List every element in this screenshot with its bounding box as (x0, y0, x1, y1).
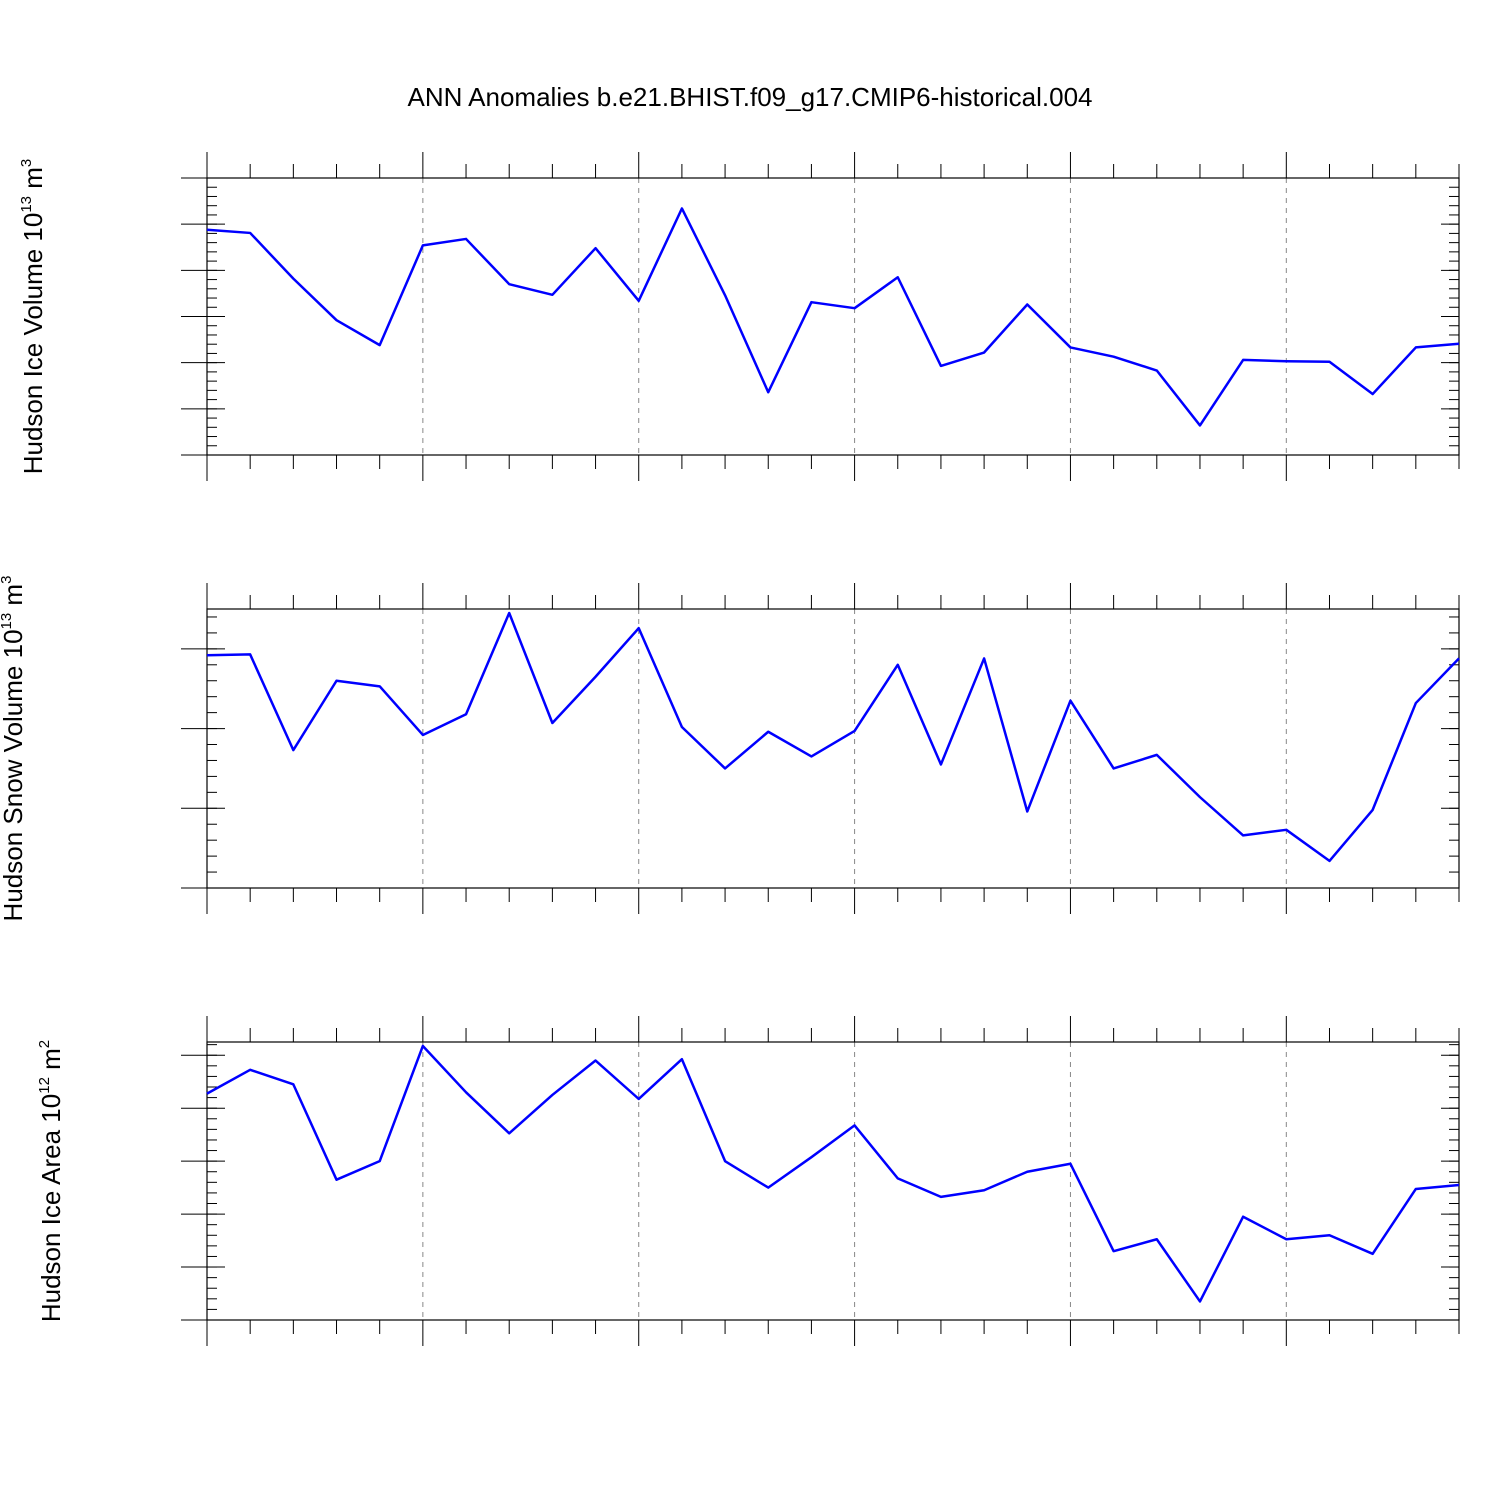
y-axis-label-part: Hudson Ice Volume 10 (18, 213, 48, 475)
y-axis-label-part: m (18, 167, 48, 196)
series-line (206, 611, 1460, 863)
chart-title: ANN Anomalies b.e21.BHIST.f09_g17.CMIP6-… (407, 82, 1092, 112)
plot-frame (206, 608, 1460, 889)
series-line (206, 1044, 1460, 1303)
plot-frame (206, 177, 1460, 456)
y-axis-label-part: Hudson Ice Area 10 (36, 1094, 66, 1322)
y-axis-label-part: m (36, 1048, 66, 1077)
panel-ice-area: Hudson Ice Area 1012 m2 (36, 1016, 1460, 1346)
y-axis-label-superscript: 3 (0, 576, 15, 584)
y-axis-label-part: Hudson Snow Volume 10 (0, 629, 28, 921)
y-axis-label-superscript: 2 (36, 1040, 53, 1048)
y-axis-label-superscript: 3 (18, 159, 35, 167)
y-axis-label: Hudson Ice Volume 1013 m3 (18, 159, 48, 475)
panel-ice-volume: Hudson Ice Volume 1013 m3 (18, 152, 1460, 481)
y-axis-label: Hudson Ice Area 1012 m2 (36, 1040, 66, 1322)
y-axis-label-part: m (0, 584, 28, 613)
panel-snow-volume: Hudson Snow Volume 1013 m3 (0, 576, 1460, 922)
series-line (206, 207, 1460, 427)
y-axis-label: Hudson Snow Volume 1013 m3 (0, 576, 28, 922)
y-axis-label-superscript: 13 (18, 196, 35, 213)
plot-frame (206, 1041, 1460, 1321)
y-axis-label-superscript: 13 (0, 613, 15, 630)
y-axis-label-superscript: 12 (36, 1077, 53, 1094)
